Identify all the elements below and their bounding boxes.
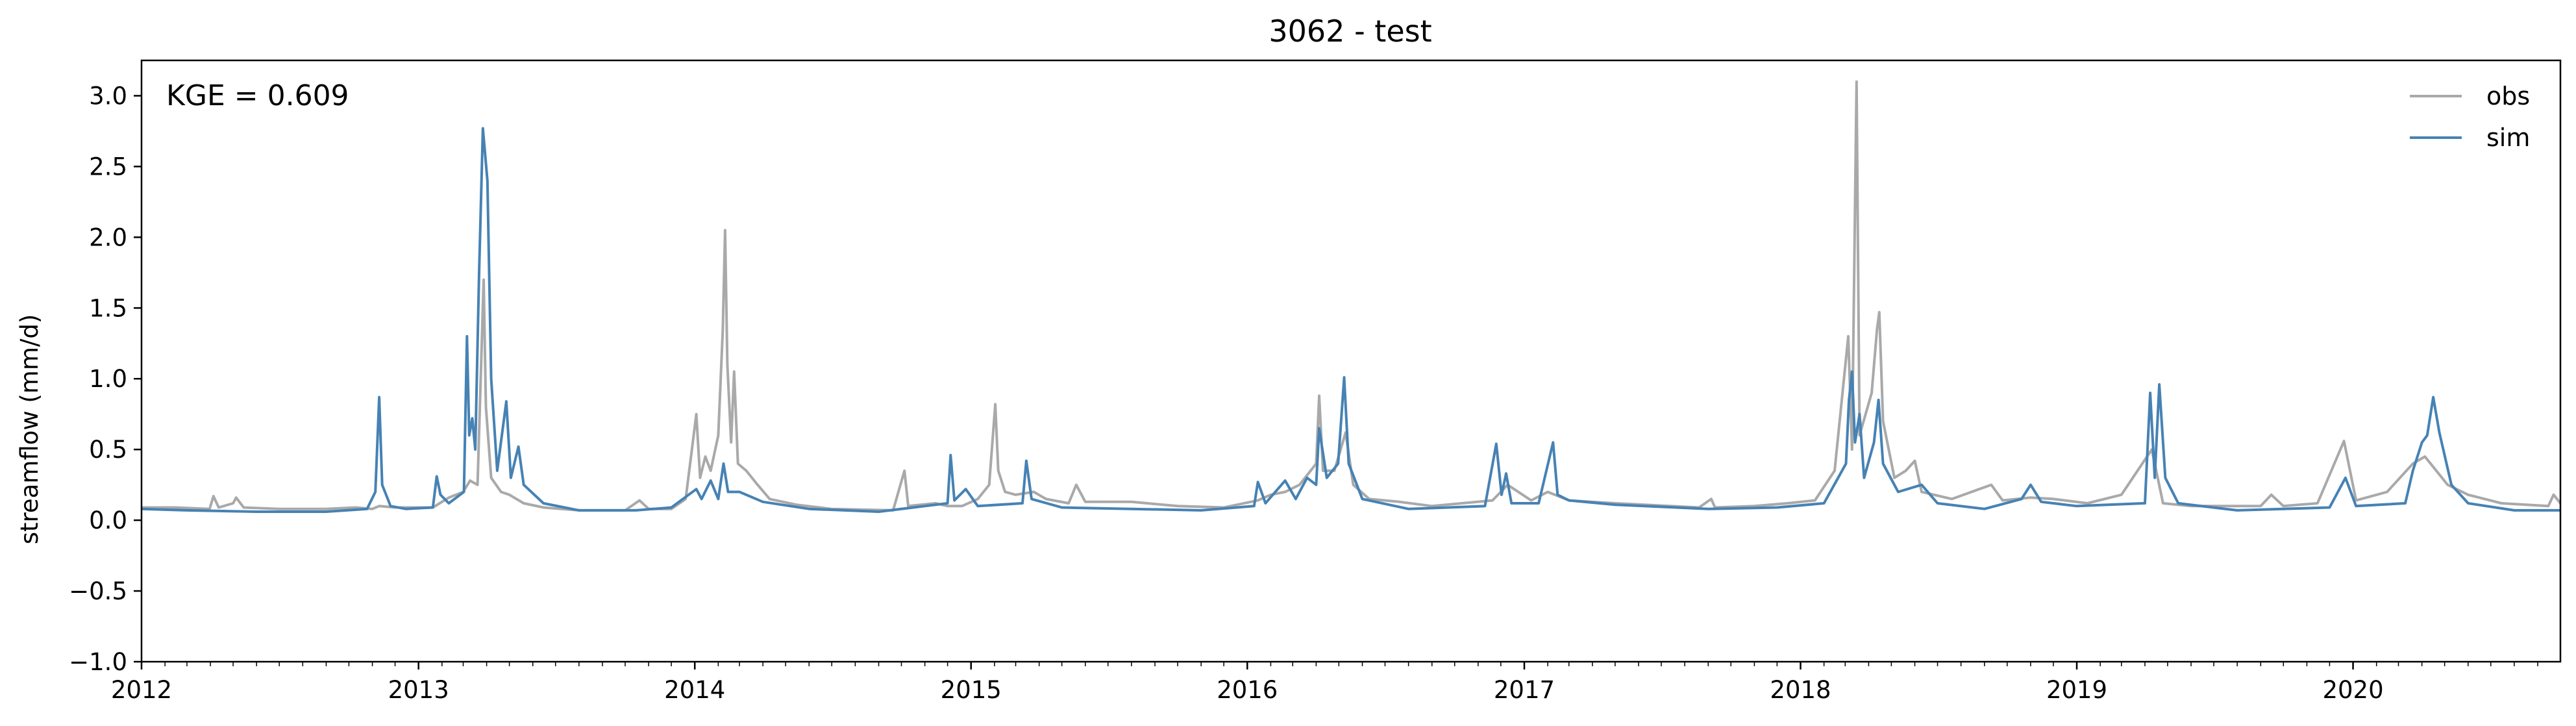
- y-tick-label: 0.5: [89, 436, 127, 464]
- x-tick-label: 2017: [1494, 676, 1555, 704]
- series-line-obs: [142, 80, 2560, 512]
- kge-annotation: KGE = 0.609: [166, 79, 349, 112]
- x-tick-label: 2018: [1770, 676, 1831, 704]
- legend-label-sim: sim: [2486, 123, 2530, 152]
- y-axis-label: streamflow (mm/d): [16, 314, 43, 545]
- axes: −1.0 −0.5 0.0 0.5 1.0 1.5 2.0 2.5 3.0 2012 2013 201…: [69, 59, 2562, 704]
- x-tick-label: 2015: [941, 676, 1002, 704]
- series-line-sim: [142, 127, 2560, 513]
- y-tick-label: 2.0: [89, 223, 127, 251]
- x-tick-label: 2020: [2322, 676, 2383, 704]
- y-tick-label: 2.5: [89, 153, 127, 181]
- x-tick-label: 2014: [664, 676, 725, 704]
- legend-label-obs: obs: [2486, 82, 2530, 110]
- plot-frame: [140, 59, 2562, 663]
- y-tick-label: 1.5: [89, 294, 127, 322]
- y-tick-label: −1.0: [69, 648, 127, 676]
- y-tick-label: 1.0: [89, 365, 127, 393]
- chart-title: 3062 - test: [1269, 14, 1431, 49]
- legend: obs sim: [2410, 82, 2530, 152]
- plot-lines: [142, 80, 2560, 513]
- x-tick-label: 2012: [111, 676, 172, 704]
- x-tick-label: 2013: [388, 676, 449, 704]
- y-tick-label: 0.0: [89, 507, 127, 534]
- x-tick-label: 2019: [2046, 676, 2107, 704]
- y-tick-label: −0.5: [69, 577, 127, 605]
- x-tick-label: 2016: [1217, 676, 1278, 704]
- y-tick-label: 3.0: [89, 82, 127, 110]
